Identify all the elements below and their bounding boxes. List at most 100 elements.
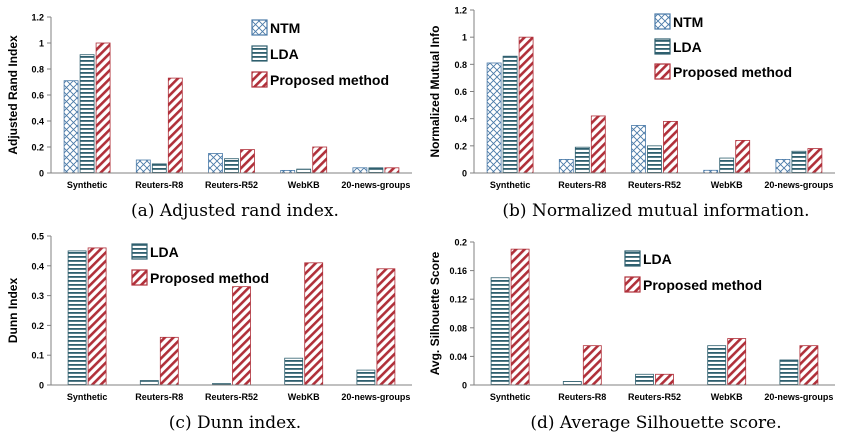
legend-swatch-proposed (251, 71, 268, 88)
y-tick-label: 0.4 (31, 117, 44, 127)
bar-proposed (312, 146, 328, 174)
bar-proposed (807, 148, 823, 174)
y-tick-label: 0 (462, 169, 467, 179)
legend-label: Proposed method (673, 64, 792, 80)
legend-label: LDA (270, 46, 299, 62)
bar-proposed (167, 77, 183, 174)
x-tick-label: Reuters-R52 (205, 392, 258, 402)
x-tick-label: WebKB (711, 392, 743, 402)
bar-proposed (590, 115, 606, 174)
legend-label: Proposed method (150, 270, 269, 286)
bar-proposed (376, 268, 396, 386)
bar-proposed (799, 345, 819, 386)
chart-caption: (d) Average Silhouette score. (530, 413, 781, 433)
bar-lda (635, 373, 654, 386)
legend-label: LDA (643, 251, 672, 267)
legend-label: Proposed method (643, 277, 762, 293)
bar-ntm (775, 159, 791, 174)
legend-swatch-lda (131, 243, 148, 260)
bar-lda (67, 250, 87, 386)
x-tick-label: Reuters-R8 (558, 392, 606, 402)
y-tick-label: 1 (39, 39, 44, 49)
x-tick-label: Synthetic (490, 392, 531, 402)
y-tick-label: 0.2 (454, 238, 467, 248)
chart-caption: (a) Adjusted rand index. (131, 201, 339, 221)
bar-lda (779, 359, 799, 386)
chart-silhouette-score: 0 0.04 0.08 0.12 0.16 0.2 Synthetic Reuters-R8 R… (428, 238, 835, 433)
legend-label: NTM (673, 14, 703, 30)
bar-ntm (558, 159, 574, 174)
bar-proposed (95, 42, 111, 174)
y-tick-label: 0.6 (454, 87, 467, 97)
bar-lda (151, 163, 167, 174)
bar-lda (356, 369, 376, 386)
y-tick-label: 0 (39, 169, 44, 179)
y-tick-label: 0 (39, 381, 44, 391)
legend-swatch-lda (251, 45, 268, 62)
legend-swatch-proposed (654, 63, 671, 80)
legend-swatch-proposed (131, 269, 148, 286)
x-tick-label: Reuters-R52 (628, 392, 681, 402)
bar-lda (719, 157, 735, 174)
legend-swatch-proposed (624, 276, 641, 293)
y-tick-label: 0.8 (31, 65, 44, 75)
x-tick-label: 20-news-groups (764, 180, 833, 190)
bar-proposed (240, 149, 255, 174)
x-tick-label: 20-news-groups (341, 180, 410, 190)
bar-ntm (352, 167, 368, 174)
y-tick-label: 0.6 (31, 91, 44, 101)
y-tick-label: 0.08 (449, 323, 467, 333)
bar-proposed (304, 262, 324, 386)
legend-label: NTM (270, 20, 300, 36)
bar-proposed (663, 120, 678, 174)
y-tick-label: 0.2 (31, 321, 44, 331)
bar-lda (647, 145, 662, 174)
legend-swatch-lda (624, 250, 641, 267)
bar-ntm (63, 80, 79, 174)
bar-proposed (232, 286, 251, 386)
y-tick-label: 0 (462, 381, 467, 391)
bar-proposed (727, 338, 747, 386)
y-axis-label: Avg. Silhouette Score (428, 251, 442, 375)
bar-proposed (735, 139, 751, 174)
legend-swatch-ntm (251, 19, 268, 36)
bar-lda (224, 158, 239, 174)
bar-proposed (384, 167, 400, 174)
chart-normalized-mutual-info: 0 0.2 0.4 0.6 0.8 1 1.2 Synthetic Reuters-R8 Reut… (428, 6, 835, 221)
y-tick-label: 0.12 (449, 295, 467, 305)
y-tick-label: 0.5 (31, 232, 44, 242)
y-axis-label: Dunn Index (6, 278, 20, 344)
y-tick-label: 0.4 (454, 114, 467, 124)
legend-label: LDA (150, 244, 179, 260)
bar-proposed (159, 336, 179, 386)
x-tick-label: Reuters-R52 (628, 180, 681, 190)
x-tick-label: WebKB (288, 180, 320, 190)
y-tick-label: 0.16 (449, 266, 467, 276)
bar-ntm (208, 153, 223, 174)
bar-lda (562, 381, 582, 386)
bar-lda (368, 167, 384, 174)
chart-dunn-index: 0 0.1 0.2 0.3 0.4 0.5 Synthetic Reuters-R8 Reute… (6, 232, 412, 433)
y-tick-label: 0.1 (31, 351, 44, 361)
bar-ntm (135, 159, 151, 174)
legend-swatch-ntm (654, 13, 671, 30)
x-tick-label: Reuters-R8 (135, 180, 183, 190)
chart-caption: (b) Normalized mutual information. (502, 201, 809, 221)
bar-lda (791, 150, 807, 174)
y-tick-label: 0.8 (454, 60, 467, 70)
x-tick-label: 20-news-groups (341, 392, 410, 402)
x-tick-label: WebKB (288, 392, 320, 402)
bar-lda (139, 380, 159, 386)
bar-lda (490, 277, 510, 386)
bar-lda (296, 168, 312, 174)
bar-lda (574, 146, 590, 174)
legend-label: LDA (673, 39, 702, 55)
y-tick-label: 0.3 (31, 291, 44, 301)
y-tick-label: 0.04 (449, 352, 467, 362)
y-tick-label: 0.2 (31, 143, 44, 153)
bar-proposed (510, 248, 530, 386)
x-tick-label: Reuters-R8 (135, 392, 183, 402)
legend-swatch-lda (654, 38, 671, 55)
x-tick-label: Reuters-R52 (205, 180, 258, 190)
